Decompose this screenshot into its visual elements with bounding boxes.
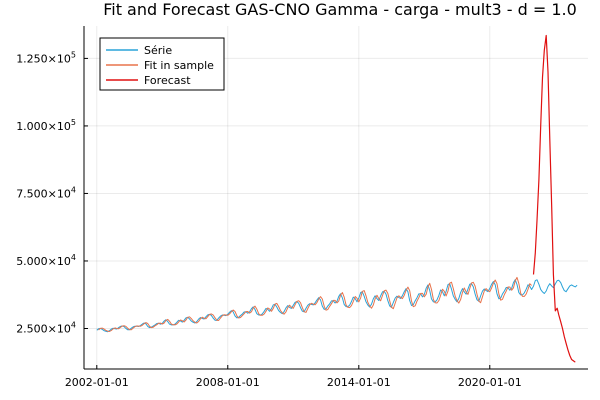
x-tick-label: 2008-01-01	[196, 376, 260, 389]
y-tick-label: 2.500×104	[16, 320, 76, 335]
y-tick-label: 1.250×105	[16, 50, 76, 65]
legend-box	[99, 37, 225, 91]
axes: 2002-01-01 2008-01-01 2014-01-01 2020-01-01…	[16, 26, 588, 389]
x-tick-label: 2002-01-01	[65, 376, 129, 389]
y-tick-label: 7.500×104	[16, 185, 76, 200]
legend-entry-1: Fit in sample	[144, 59, 214, 72]
legend-entry-0: Série	[144, 44, 172, 57]
legend-entry-2: Forecast	[144, 74, 191, 87]
y-tick-label: 1.000×105	[16, 118, 76, 133]
y-tick-label: 5.000×104	[16, 253, 76, 268]
series-line-1	[98, 276, 532, 332]
series-layer	[96, 34, 578, 363]
grid	[84, 26, 588, 369]
series-line-0	[96, 279, 578, 333]
x-tick-label: 2014-01-01	[327, 376, 391, 389]
x-tick-label: 2020-01-01	[458, 376, 522, 389]
legend: Série Fit in sample Forecast	[99, 37, 225, 91]
series-line-2	[532, 34, 576, 363]
chart-title: Fit and Forecast GAS-CNO Gamma - carga -…	[103, 0, 577, 19]
